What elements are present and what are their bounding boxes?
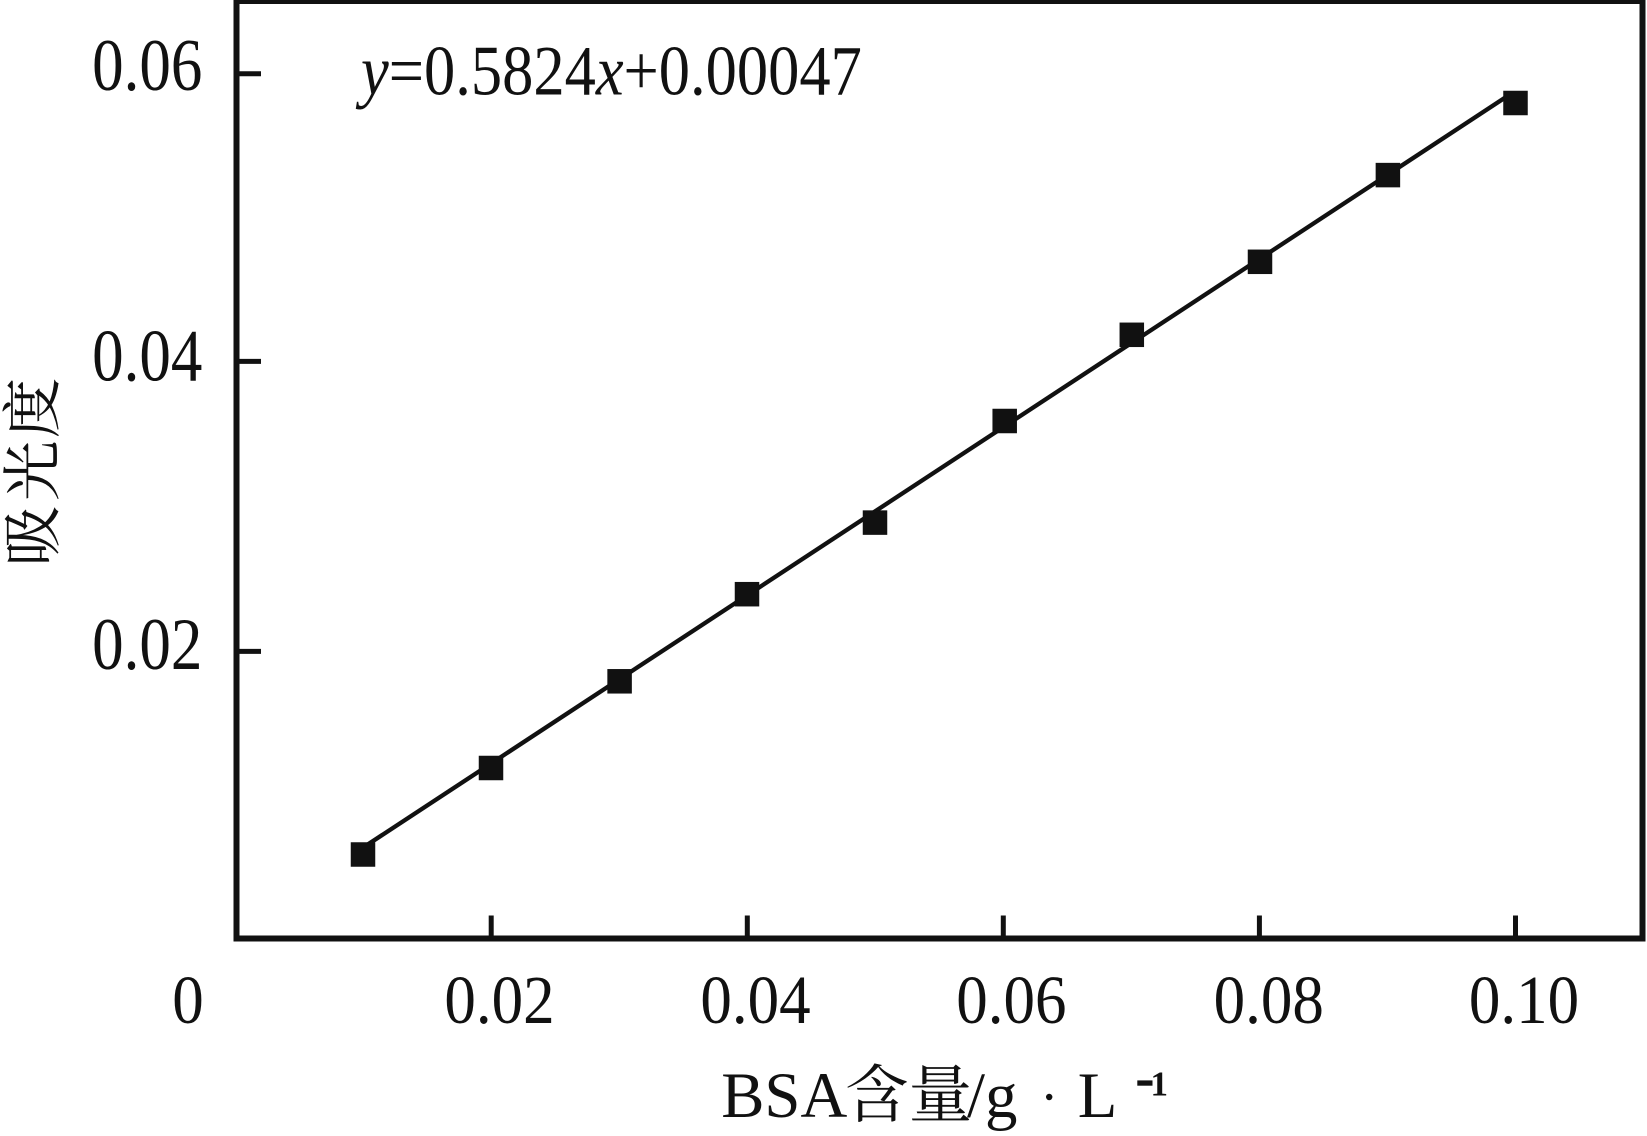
- svg-text:0.08: 0.08: [1214, 963, 1324, 1039]
- svg-text:L: L: [1078, 1060, 1118, 1132]
- svg-text:0.02: 0.02: [444, 963, 554, 1039]
- svg-text:y=0.5824x+0.00047: y=0.5824x+0.00047: [355, 33, 862, 110]
- svg-text:/g: /g: [967, 1060, 1017, 1132]
- svg-text:1: 1: [1151, 1065, 1169, 1104]
- svg-text:0.02: 0.02: [92, 603, 202, 685]
- svg-text:0: 0: [172, 963, 203, 1039]
- svg-text:0.06: 0.06: [956, 963, 1066, 1039]
- svg-text:BSA: BSA: [721, 1060, 847, 1132]
- svg-text:0.10: 0.10: [1469, 963, 1579, 1039]
- svg-text:0.04: 0.04: [92, 315, 202, 397]
- svg-text:0.04: 0.04: [700, 963, 810, 1039]
- svg-text:0.06: 0.06: [92, 24, 202, 106]
